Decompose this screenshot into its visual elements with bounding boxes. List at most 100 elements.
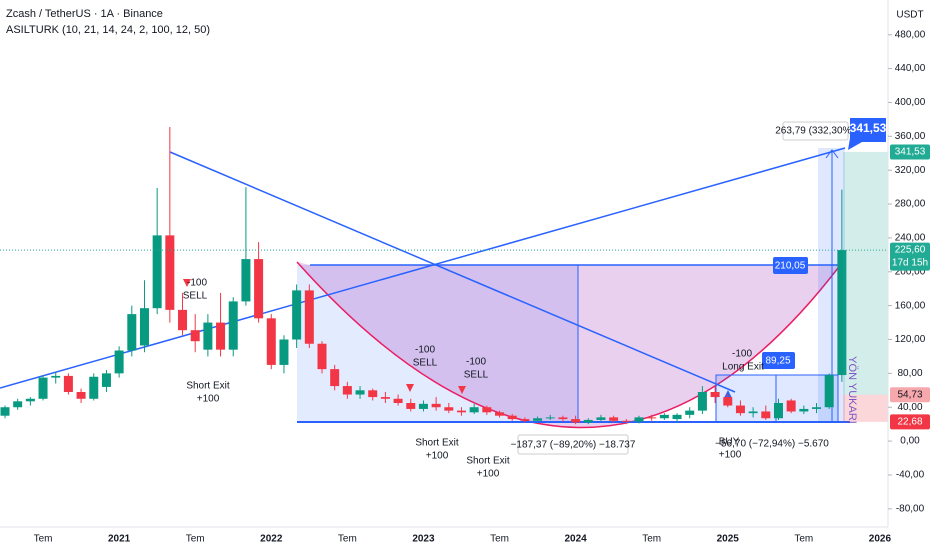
- signal-label: SELL: [464, 370, 489, 381]
- callout-label: 341,53: [850, 121, 887, 135]
- candle-body: [545, 417, 555, 419]
- signal-label: -100: [415, 345, 435, 356]
- candle-body: [406, 403, 416, 409]
- candle-body: [482, 407, 492, 413]
- y-tick-label: 240,00: [895, 233, 926, 244]
- signal-label: +100: [426, 451, 449, 462]
- trend-up: [0, 147, 846, 389]
- candle-body: [748, 411, 758, 414]
- candle-body: [203, 322, 213, 350]
- candle-body: [609, 417, 619, 421]
- candle-body: [304, 290, 314, 344]
- price-label: 22,68: [897, 417, 922, 428]
- y-tick-label: 120,00: [895, 334, 926, 345]
- x-tick-label: 2025: [717, 534, 740, 545]
- candle-body: [190, 330, 200, 342]
- box-label: 210,05: [775, 261, 806, 272]
- y-tick-label: 160,00: [895, 300, 926, 311]
- x-tick-label: Tem: [642, 534, 661, 545]
- measure-label-box: [517, 434, 629, 455]
- candle-body: [495, 412, 505, 416]
- signal-label: -100: [732, 349, 752, 360]
- box-label: 89,25: [765, 356, 790, 367]
- candle-body: [342, 386, 352, 395]
- signal-label: -100: [466, 357, 486, 368]
- measure-label-box: [782, 121, 849, 141]
- measure-label: 263,79 (332,30%): [775, 126, 855, 137]
- candle-body: [152, 235, 162, 309]
- x-tick-label: 2023: [412, 534, 435, 545]
- candle-body: [13, 401, 23, 408]
- signal-label: Long Exit: [722, 362, 764, 373]
- candle-body: [63, 375, 73, 392]
- candle-body: [330, 369, 340, 387]
- marks: [0, 126, 888, 425]
- signal-label: -100: [187, 278, 207, 289]
- candle-body: [127, 314, 137, 351]
- price-label: 341,53: [895, 147, 926, 158]
- signal-label: Short Exit: [415, 438, 459, 449]
- candle-body: [621, 420, 631, 422]
- candle-body: [254, 259, 264, 319]
- y-tick-label: 280,00: [895, 199, 926, 210]
- candle-body: [51, 375, 61, 378]
- indicator-label: ASILTURK (10, 21, 14, 24, 2, 100, 12, 50…: [6, 24, 210, 36]
- candle-body: [735, 405, 745, 414]
- candle-body: [723, 397, 733, 406]
- candle-body: [139, 308, 149, 346]
- price-label: 225,60: [895, 245, 926, 256]
- candle-body: [216, 322, 226, 350]
- candle-body: [456, 410, 466, 413]
- y-tick-label: 0,00: [900, 436, 920, 447]
- candle-body: [444, 407, 454, 411]
- price-label-box: [890, 242, 930, 271]
- candle-body: [380, 397, 390, 399]
- y-tick-label: -40,00: [896, 470, 925, 481]
- x-tick-label: Tem: [338, 534, 357, 545]
- x-tick-label: 2021: [108, 534, 131, 545]
- candle-body: [393, 398, 403, 404]
- candle-body: [76, 391, 86, 399]
- candle-body: [812, 407, 822, 409]
- y-tick-label: 80,00: [897, 368, 922, 379]
- signal-label: +100: [197, 394, 220, 405]
- x-tick-label: Tem: [34, 534, 53, 545]
- x-tick-label: 2024: [564, 534, 587, 545]
- signal-label: BUY: [719, 437, 740, 448]
- candle-body: [710, 391, 720, 398]
- x-tick-label: 2026: [869, 534, 892, 545]
- candle-body: [647, 417, 657, 419]
- candle-body: [685, 410, 695, 415]
- candle-body: [824, 375, 834, 408]
- y-tick-label: 400,00: [895, 97, 926, 108]
- y-tick-label: 480,00: [895, 29, 926, 40]
- candle-body: [317, 343, 327, 370]
- y-tick-label: 360,00: [895, 131, 926, 142]
- candle-body: [165, 235, 175, 310]
- candle-body: [634, 417, 644, 422]
- y-tick-label: 40,00: [897, 402, 922, 413]
- candle-body: [279, 339, 289, 365]
- y-axis-panel: [888, 0, 932, 550]
- candle-body: [266, 318, 276, 365]
- candle-body: [38, 377, 48, 399]
- price-label: 54,73: [897, 389, 922, 400]
- sell-marker: [458, 386, 466, 394]
- candle-body: [799, 408, 809, 412]
- candle-body: [659, 414, 669, 419]
- candle-body: [507, 415, 517, 420]
- x-tick-label: Tem: [490, 534, 509, 545]
- y-tick-label: 320,00: [895, 165, 926, 176]
- arrow: [825, 149, 839, 159]
- candle-body: [368, 390, 378, 398]
- direction-label: YÖN YUKARI: [846, 356, 858, 424]
- candle-body: [533, 418, 543, 421]
- candle-body: [469, 407, 479, 413]
- candle-body: [431, 403, 441, 408]
- sell-marker: [183, 279, 191, 287]
- candle-body: [292, 290, 302, 340]
- candle-body: [418, 403, 428, 409]
- candle-body: [228, 301, 238, 350]
- candle-body: [786, 400, 796, 412]
